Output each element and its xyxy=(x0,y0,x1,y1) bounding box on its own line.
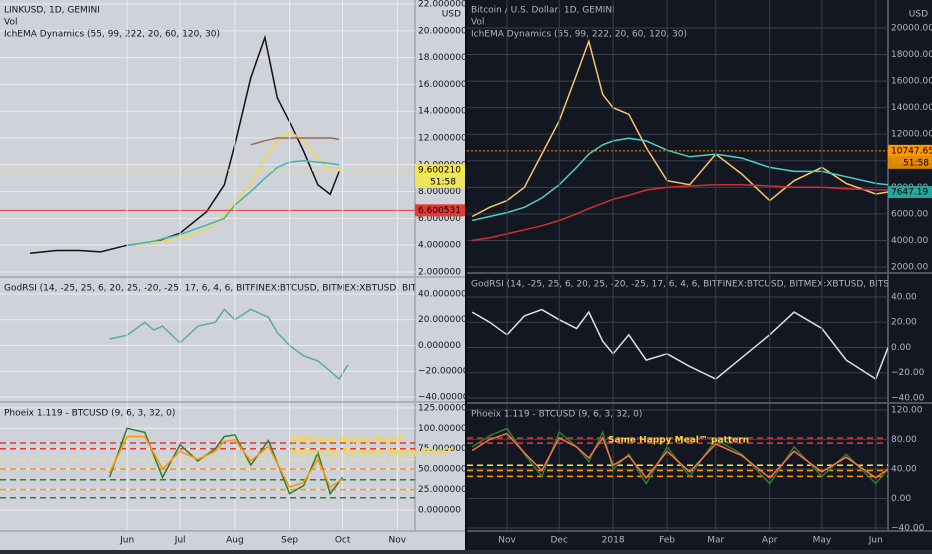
x-tick-label: Feb xyxy=(659,536,675,546)
x-tick-label: Jul xyxy=(174,536,186,546)
x-tick-label: Aug xyxy=(226,536,244,546)
x-tick-label: Sep xyxy=(281,536,298,546)
y-tick-label: 4.000000 xyxy=(418,241,461,251)
y-tick-label: 4000.00 xyxy=(891,236,928,246)
y-tick-label: 20.000000 xyxy=(418,315,467,325)
y-tick-label: 2.000000 xyxy=(418,267,461,277)
price-tag-label: 10747.65 xyxy=(891,146,932,156)
x-tick-label: May xyxy=(813,536,832,546)
x-tick-label: 2018 xyxy=(602,536,625,546)
y-tick-label: −20.000000 xyxy=(418,367,474,377)
y-tick-label: 40.000000 xyxy=(418,289,467,299)
pane-background xyxy=(467,274,888,402)
y-tick-label: 12.000000 xyxy=(418,134,467,144)
y-tick-label: 6000.00 xyxy=(891,209,928,219)
pane-title: Phoeix 1.119 - BTCUSD (9, 6, 3, 32, 0) xyxy=(471,410,642,420)
x-tick-label: Jun xyxy=(868,536,883,546)
x-tick-label: Apr xyxy=(762,536,778,546)
pane-title: GodRSI (14, -25, 25, 6, 20, 25, -20, -25… xyxy=(4,284,581,294)
price-tag-label: 6.600531 xyxy=(418,206,461,216)
price-tag-label: 9.600210 xyxy=(418,166,461,176)
series-line xyxy=(250,137,340,146)
series-line xyxy=(471,38,888,218)
annotation: Different Happy Meal™ xyxy=(290,436,407,446)
divider xyxy=(465,0,467,550)
y-tick-label: 12000.00 xyxy=(891,130,932,140)
x-tick-label: Nov xyxy=(498,536,516,546)
pane-background xyxy=(0,403,415,530)
y-tick-label: 50.000000 xyxy=(418,465,467,475)
y-tick-label: −40.00 xyxy=(891,393,925,403)
x-tick-label: Oct xyxy=(335,536,351,546)
pane-title: Phoeix 1.119 - BTCUSD (9, 6, 3, 32, 0) xyxy=(4,409,175,419)
y-tick-label: 0.000000 xyxy=(418,341,461,351)
y-tick-label: 40.00 xyxy=(891,292,917,302)
y-tick-label: 6.000000 xyxy=(418,214,461,224)
price-tag xyxy=(888,186,932,199)
y-tick-label: 25.000000 xyxy=(418,485,467,495)
pane-background xyxy=(0,278,415,401)
price-tag xyxy=(415,204,465,217)
y-tick-label: 0.000000 xyxy=(418,505,461,515)
series-line xyxy=(108,435,344,489)
countdown-bg xyxy=(888,156,932,169)
series-line xyxy=(472,137,888,222)
countdown: 51:58 xyxy=(903,158,929,168)
y-tick-label: 18.000000 xyxy=(418,53,467,63)
axis-unit: USD xyxy=(909,10,928,20)
axis-unit: USD xyxy=(442,10,461,20)
pane-title: LINKUSD, 1D, GEMINI xyxy=(4,6,100,16)
price-tag-label: 7647.19 xyxy=(891,188,928,198)
y-tick-label: 20.000000 xyxy=(418,26,467,36)
y-tick-label: 100.000000 xyxy=(418,424,473,434)
y-tick-label: 22.000000 xyxy=(418,0,467,10)
y-tick-label: 16000.00 xyxy=(891,77,932,87)
price-tag xyxy=(415,164,465,177)
price-tag xyxy=(888,144,932,157)
y-tick-label: 75.000000 xyxy=(418,444,467,454)
y-tick-label: 14.000000 xyxy=(418,107,467,117)
y-tick-label: 2000.00 xyxy=(891,263,928,273)
pane-title: GodRSI (14, -25, 25, 6, 20, 25, -20, -25… xyxy=(471,280,932,290)
pane-background xyxy=(467,404,888,530)
series-line xyxy=(126,160,340,246)
y-tick-label: 20000.00 xyxy=(891,23,932,33)
y-tick-label: −40.00 xyxy=(891,524,925,534)
series-line xyxy=(127,130,340,246)
pane-subtitle: Vol xyxy=(4,18,17,28)
series-line xyxy=(108,427,344,496)
countdown-bg xyxy=(415,176,465,189)
y-tick-label: 120.00 xyxy=(891,405,923,415)
series-line xyxy=(471,432,888,480)
y-tick-label: 16.000000 xyxy=(418,80,467,90)
series-line xyxy=(472,183,888,242)
countdown: 51:58 xyxy=(430,178,456,188)
indicator-label: IchEMA Dynamics (55, 99, 222, 20, 60, 12… xyxy=(471,30,687,40)
y-tick-label: −40.000000 xyxy=(418,393,474,403)
y-tick-label: −20.00 xyxy=(891,368,925,378)
annotation: Unless by Reverse Happy Meal™ xyxy=(290,448,455,458)
y-tick-label: 18000.00 xyxy=(891,50,932,60)
pane-subtitle: Vol xyxy=(471,18,484,28)
pane-background xyxy=(467,0,888,272)
pane-title: Bitcoin / U.S. Dollar, 1D, GEMINI xyxy=(471,6,615,16)
y-tick-label: 0.00 xyxy=(891,494,911,504)
y-tick-label: 8.000000 xyxy=(418,187,461,197)
y-tick-label: 20.00 xyxy=(891,318,917,328)
x-tick-label: Dec xyxy=(550,536,567,546)
y-tick-label: 80.00 xyxy=(891,435,917,445)
y-tick-label: 14000.00 xyxy=(891,103,932,113)
annotation: Same Happy Meal™ pattern xyxy=(608,436,749,446)
x-tick-label: Nov xyxy=(389,536,407,546)
y-tick-label: 40.00 xyxy=(891,464,917,474)
series-line xyxy=(471,308,888,381)
x-tick-label: Jun xyxy=(119,536,134,546)
indicator-label: IchEMA Dynamics (55, 99, 222, 20, 60, 12… xyxy=(4,30,220,40)
series-line xyxy=(29,34,340,254)
y-tick-label: 0.00 xyxy=(891,343,911,353)
y-tick-label: 125.000000 xyxy=(418,403,473,413)
x-tick-label: Mar xyxy=(707,536,724,546)
